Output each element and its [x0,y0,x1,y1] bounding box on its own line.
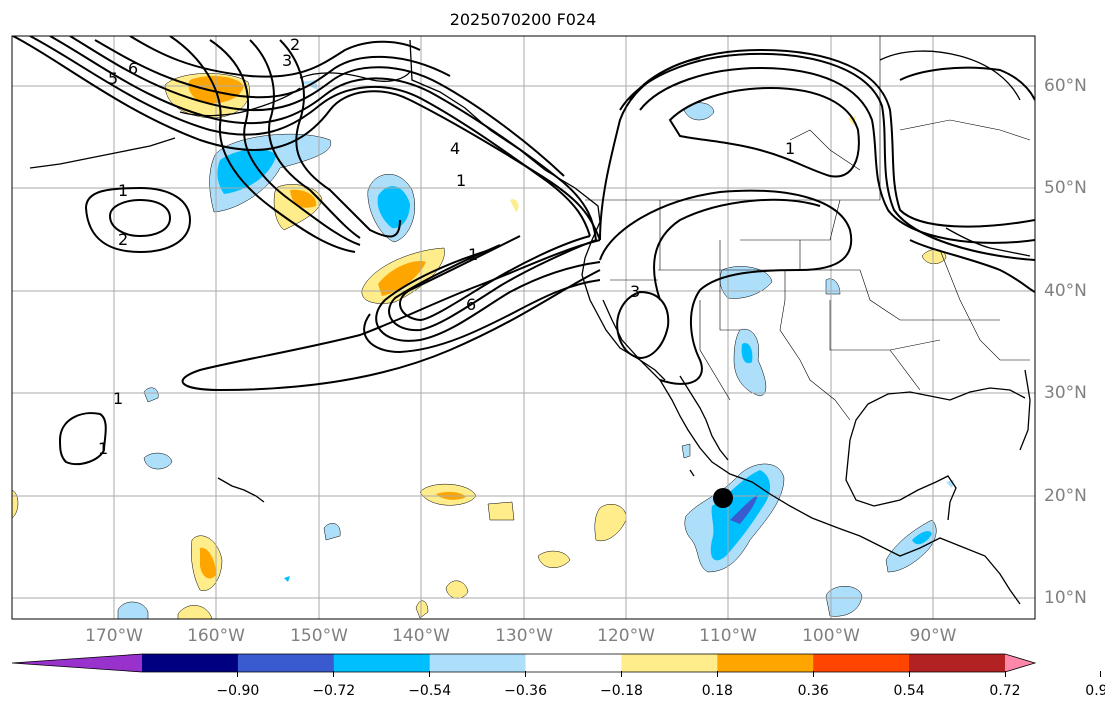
lon-label: 150°W [290,626,348,646]
contour-label: 4 [450,139,460,158]
colorbar-tick [1004,671,1006,677]
lat-label: 20°N [1044,486,1087,506]
colorbar-tick [908,671,910,677]
colorbar-segment [333,654,431,672]
colorbar-tick-label: −0.72 [312,683,356,699]
colorbar-tick [620,671,622,677]
lat-label: 40°N [1044,281,1087,301]
colorbar-tick [812,671,814,677]
colorbar-tick-label: −0.36 [504,683,547,699]
contour-label: 6 [466,295,476,314]
contour-label: 1 [118,181,128,200]
contour-label: 1 [98,439,108,458]
contour-label: 1 [456,171,466,190]
lon-label: 130°W [495,626,553,646]
colorbar-segment [237,654,335,672]
colorbar-tick [237,671,239,677]
contour-label: 3 [630,282,640,301]
colorbar-tick-label: −0.18 [599,683,643,699]
colorbar-segment [717,654,814,672]
contour-lines [12,36,1035,466]
contour-label: 2 [290,35,300,54]
colorbar-segment [813,654,910,672]
colorbar-outline [11,653,1037,673]
colorbar-tick [716,671,718,677]
lon-label: 160°W [187,626,245,646]
colorbar-segment [429,654,527,672]
colorbar-tick-label: 0.90 [1085,683,1105,699]
lon-label: 100°W [802,626,860,646]
political-borders [585,36,1031,421]
lat-label: 50°N [1044,178,1087,198]
colorbar-tick-label: 0.72 [989,683,1021,699]
contour-label: 1 [113,389,123,408]
graticule [12,36,1035,619]
lon-label: 140°W [392,626,450,646]
contour-label: 2 [118,230,128,249]
colorbar-segment [142,654,239,672]
colorbar-extension-low [12,654,142,672]
colorbar-segment [525,654,622,672]
contour-labels: 1 2 3 4 5 6 1 3 6 1 2 1 1 1 [98,35,795,458]
lon-label: 170°W [85,626,143,646]
colorbar-segment [909,654,1006,672]
map-border [11,35,1036,620]
colorbar-tick-label: 0.54 [893,683,925,699]
colorbar-segment [621,654,718,672]
lon-label: 90°W [909,626,957,646]
colorbar-tick-label: 0.36 [797,683,829,699]
colorbar-tick [1100,671,1102,677]
colorbar-tick [429,671,431,677]
lon-label: 120°W [597,626,655,646]
lat-label: 60°N [1044,76,1087,96]
map-title: 2025070200 F024 [449,10,597,29]
colorbar-extension-high [1005,654,1035,672]
contour-label: 6 [128,59,138,78]
colorbar [11,653,1037,673]
contour-label: 1 [468,245,478,264]
contour-label: 5 [108,69,118,88]
lon-label: 110°W [699,626,757,646]
colorbar-tick-label: −0.90 [216,683,260,699]
lat-label: 30°N [1044,383,1087,403]
colorbar-tick-label: −0.54 [408,683,452,699]
colorbar-tick [525,671,527,677]
colorbar-tick-label: 0.18 [701,683,733,699]
contour-label: 3 [282,51,292,70]
contour-label: 1 [785,139,795,158]
colorbar-tick [333,671,335,677]
lat-label: 10°N [1044,588,1087,608]
location-marker [713,488,733,508]
